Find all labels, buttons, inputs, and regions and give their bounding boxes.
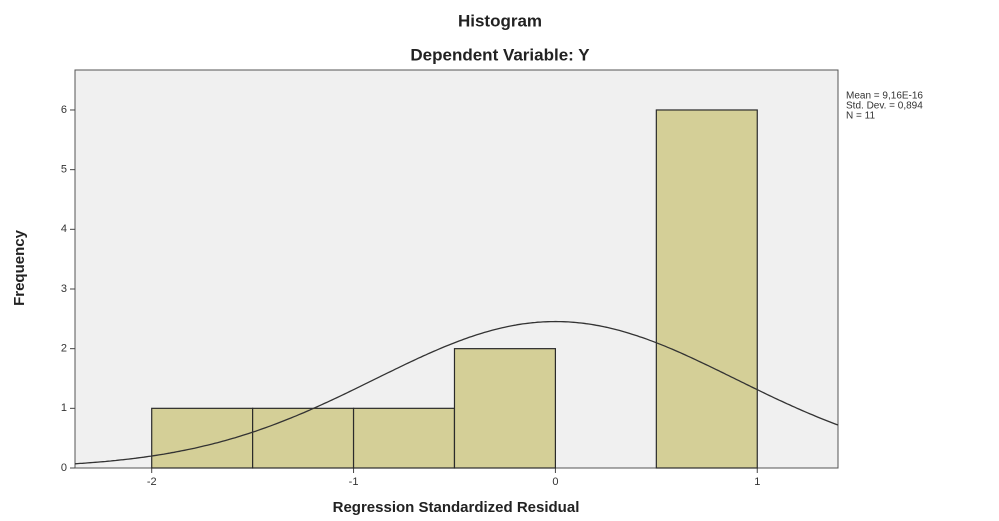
- y-tick-label: 2: [61, 343, 67, 355]
- bar: [151, 407, 254, 469]
- x-tick-label: -1: [349, 476, 359, 488]
- bar: [453, 348, 557, 469]
- bar: [655, 109, 758, 469]
- x-tick-label: -2: [147, 476, 157, 488]
- chart-title: Histogram: [458, 11, 542, 30]
- y-tick-label: 3: [61, 283, 67, 295]
- y-tick-label: 5: [61, 164, 67, 176]
- bar: [352, 407, 456, 469]
- stat-label: N = 11: [846, 111, 875, 122]
- y-tick-label: 4: [61, 223, 67, 235]
- y-tick-label: 0: [61, 462, 67, 474]
- stat-label: Std. Dev. = 0,894: [846, 101, 923, 112]
- y-axis-label: Frequency: [11, 229, 28, 306]
- normal-curve: [74, 320, 839, 465]
- y-tick-label: 1: [61, 402, 67, 414]
- x-tick-label: 0: [552, 476, 558, 488]
- x-axis-label: Regression Standardized Residual: [333, 499, 580, 516]
- x-tick-label: 1: [754, 476, 760, 488]
- bar: [252, 407, 355, 469]
- stat-label: Mean = 9,16E-16: [846, 91, 923, 102]
- chart-subtitle: Dependent Variable: Y: [410, 45, 590, 64]
- y-tick-label: 6: [61, 104, 67, 116]
